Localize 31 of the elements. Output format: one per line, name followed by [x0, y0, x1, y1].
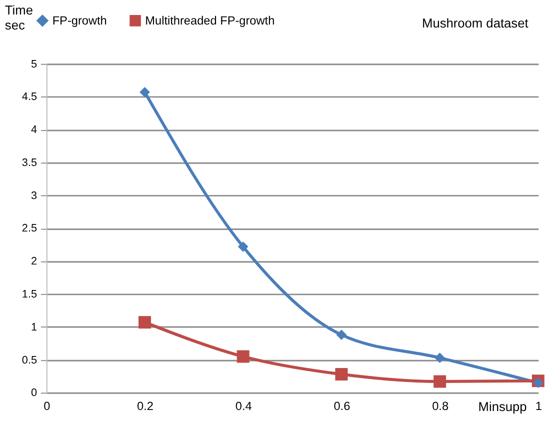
point — [434, 352, 445, 364]
point — [236, 350, 250, 363]
y-tick-label: 0.5 — [22, 354, 38, 366]
point — [335, 368, 348, 381]
legend-label: FP-growth — [52, 14, 107, 28]
y-tick-label: 1 — [30, 321, 38, 334]
y-tick-label: 2 — [30, 256, 38, 268]
x-tick-label: 0.2 — [137, 398, 154, 413]
point — [140, 86, 150, 98]
point — [532, 378, 544, 388]
y-tick-label: 3 — [30, 190, 38, 202]
point — [238, 242, 248, 252]
y-tick-label: 5 — [30, 58, 38, 70]
text: Mushroom dataset — [422, 15, 529, 30]
legend-label: Multithreaded FP-growth — [145, 14, 275, 28]
point — [138, 316, 151, 329]
y-tick-label: 3.5 — [22, 156, 38, 169]
point — [336, 330, 347, 340]
x-axis-title: Minsupp — [478, 398, 527, 414]
y-tick-label: 0 — [30, 387, 38, 400]
y-tick-label: 4 — [30, 124, 38, 136]
point — [434, 375, 446, 388]
x-tick-label: 0.6 — [334, 398, 351, 413]
x-tick-label: 0 — [44, 398, 51, 413]
x-tick-label: 1 — [535, 398, 542, 413]
x-tick-label: 0.8 — [432, 398, 449, 413]
y-tick-label: 4.5 — [22, 91, 38, 104]
x-tick-label: 0.4 — [235, 398, 252, 413]
y-axis-title: Time sec — [4, 2, 33, 32]
y-tick-label: 2.5 — [22, 222, 38, 235]
y-tick-label: 1.5 — [22, 288, 38, 300]
